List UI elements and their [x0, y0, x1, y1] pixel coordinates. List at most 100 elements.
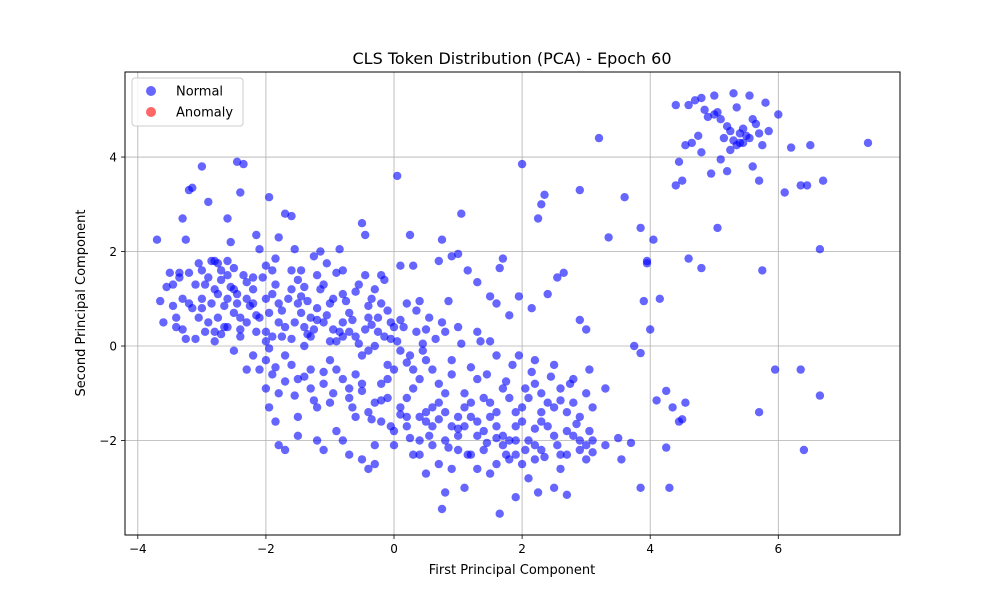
- scatter-point-normal: [479, 393, 488, 403]
- scatter-point-normal: [316, 247, 325, 256]
- scatter-point-normal: [280, 351, 290, 360]
- scatter-point-normal: [537, 408, 546, 417]
- scatter-point-normal: [687, 138, 696, 148]
- scatter-point-normal: [434, 256, 443, 266]
- scatter-point-normal: [511, 493, 520, 502]
- scatter-point-normal: [799, 445, 809, 455]
- scatter-point-normal: [646, 325, 655, 334]
- scatter-point-normal: [505, 436, 514, 445]
- scatter-point-normal: [293, 431, 303, 440]
- y-tick-label: 2: [109, 245, 117, 259]
- scatter-point-normal: [710, 91, 719, 100]
- scatter-point-normal: [614, 433, 623, 443]
- scatter-point-normal: [296, 266, 306, 275]
- scatter-point-normal: [361, 271, 370, 280]
- scatter-point-normal: [402, 299, 411, 308]
- scatter-point-normal: [498, 441, 508, 450]
- scatter-point-normal: [562, 408, 572, 417]
- scatter-point-normal: [261, 384, 271, 393]
- scatter-point-normal: [617, 455, 626, 464]
- scatter-point-normal: [248, 273, 258, 282]
- scatter-point-normal: [537, 445, 546, 455]
- scatter-point-normal: [444, 443, 453, 452]
- scatter-point-normal: [296, 308, 306, 318]
- scatter-point-normal: [287, 360, 296, 370]
- scatter-point-normal: [441, 327, 450, 336]
- scatter-point-normal: [492, 299, 501, 308]
- scatter-point-normal: [533, 214, 543, 223]
- scatter-point-normal: [434, 415, 443, 424]
- scatter-point-normal: [383, 374, 392, 384]
- scatter-point-normal: [252, 327, 261, 336]
- scatter-point-normal: [367, 415, 376, 424]
- scatter-point-normal: [377, 417, 386, 426]
- scatter-point-normal: [220, 322, 229, 332]
- scatter-point-normal: [498, 384, 508, 393]
- scatter-point-normal: [274, 441, 283, 450]
- scatter-point-normal: [229, 308, 239, 318]
- scatter-point-normal: [437, 504, 447, 514]
- scatter-point-normal: [306, 365, 315, 374]
- scatter-point-normal: [357, 386, 367, 396]
- scatter-point-normal: [216, 275, 226, 285]
- scatter-point-normal: [200, 327, 210, 336]
- scatter-point-normal: [191, 280, 200, 289]
- scatter-point-normal: [322, 259, 331, 268]
- scatter-point-normal: [242, 365, 251, 374]
- scatter-point-normal: [213, 313, 223, 322]
- scatter-point-normal: [514, 292, 524, 301]
- scatter-point-normal: [264, 193, 274, 202]
- scatter-point-normal: [168, 301, 178, 311]
- scatter-point-normal: [505, 311, 514, 320]
- scatter-point-normal: [671, 181, 680, 190]
- scatter-point-normal: [780, 188, 789, 197]
- scatter-point-normal: [745, 91, 754, 100]
- scatter-point-normal: [758, 266, 767, 275]
- scatter-point-normal: [575, 412, 584, 422]
- scatter-point-normal: [434, 459, 443, 469]
- scatter-point-normal: [264, 308, 274, 318]
- scatter-point-normal: [517, 459, 527, 469]
- scatter-point-normal: [325, 356, 335, 365]
- legend-label-anomaly: Anomaly: [176, 106, 233, 121]
- scatter-point-normal: [530, 424, 540, 433]
- scatter-point-normal: [293, 412, 303, 422]
- scatter-point-normal: [485, 337, 495, 346]
- scatter-point-normal: [684, 254, 693, 263]
- scatter-point-normal: [293, 275, 303, 285]
- scatter-point-normal: [377, 379, 386, 388]
- scatter-point-normal: [457, 339, 466, 348]
- scatter-point-normal: [300, 372, 309, 381]
- scatter-point-normal: [277, 332, 287, 341]
- scatter-point-normal: [367, 320, 376, 329]
- scatter-point-normal: [738, 124, 748, 133]
- scatter-point-normal: [543, 422, 552, 431]
- scatter-point-normal: [306, 384, 315, 393]
- scatter-point-normal: [197, 294, 207, 303]
- scatter-point-normal: [453, 431, 463, 440]
- scatter-point-normal: [277, 306, 287, 315]
- scatter-point-normal: [405, 433, 415, 443]
- scatter-point-normal: [572, 419, 581, 429]
- scatter-point-normal: [697, 263, 706, 273]
- scatter-point-normal: [678, 415, 687, 424]
- scatter-point-normal: [473, 417, 482, 426]
- scatter-point-normal: [287, 266, 296, 275]
- scatter-point-normal: [364, 346, 373, 355]
- scatter-point-normal: [754, 129, 764, 138]
- scatter-point-normal: [537, 389, 546, 398]
- scatter-point-normal: [223, 294, 232, 303]
- scatter-point-normal: [402, 412, 411, 422]
- scatter-point-normal: [210, 327, 219, 336]
- scatter-point-normal: [421, 325, 431, 334]
- scatter-point-normal: [460, 422, 469, 431]
- scatter-point-normal: [514, 351, 524, 360]
- scatter-point-normal: [345, 384, 354, 393]
- scatter-point-normal: [178, 214, 187, 223]
- scatter-point-normal: [312, 304, 322, 313]
- scatter-point-normal: [460, 403, 469, 412]
- scatter-point-normal: [690, 96, 700, 105]
- scatter-point-normal: [569, 398, 578, 407]
- scatter-point-normal: [364, 301, 373, 311]
- scatter-point-normal: [402, 358, 411, 367]
